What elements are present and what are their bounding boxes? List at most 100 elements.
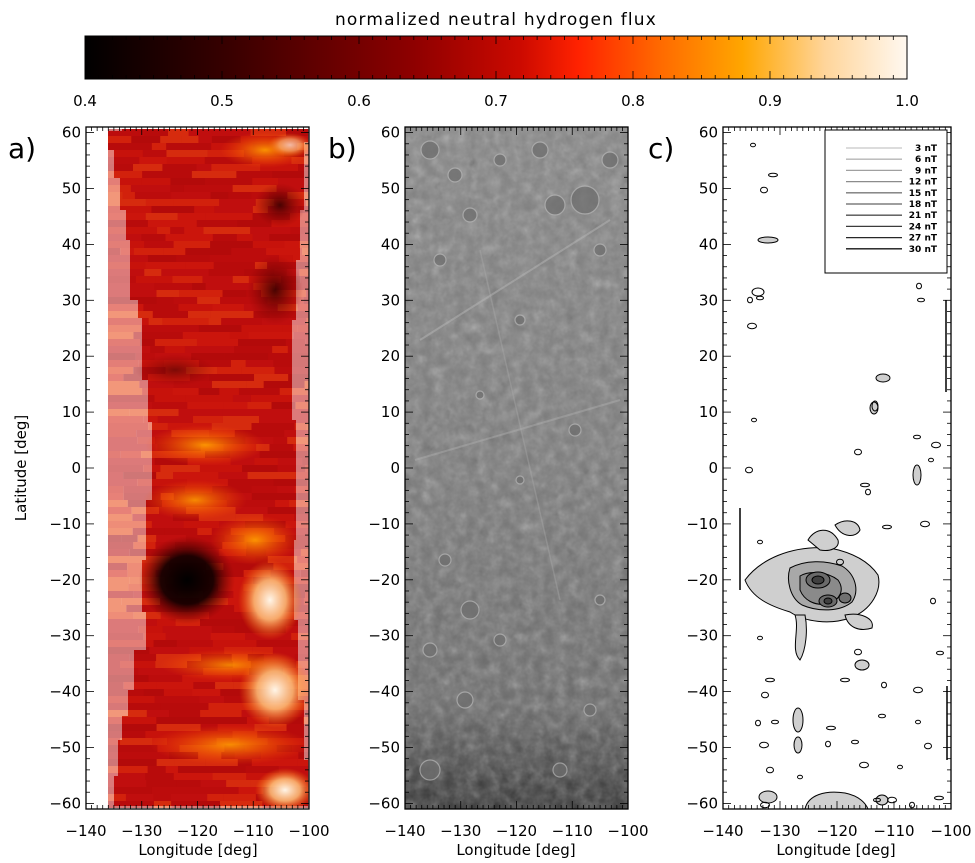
heatmap-cell [108,759,157,766]
heatmap-cell [154,696,200,703]
heatmap-cell [274,367,309,374]
heatmap-cell [123,472,157,479]
contour-small-loop [931,441,941,449]
crater [544,194,566,216]
heatmap-cell [164,528,198,535]
heatmap-cell [232,185,277,192]
heatmap-cell [173,381,212,388]
legend-label: 27 nT [909,234,938,244]
contour-small-loops [745,142,945,809]
heatmap-cell [127,703,161,710]
y-tick-label: −10 [686,515,718,533]
heatmap-cell [282,325,298,332]
heatmap-cell [108,717,123,724]
crater [419,759,441,781]
heatmap-cell [302,248,309,255]
surface-bright-ray [419,219,611,341]
heatmap-cell [297,493,309,500]
contour-3nT [792,707,804,733]
heatmap-cell [176,255,210,262]
heatmap-cell [108,269,145,276]
heatmap-cell [295,451,308,458]
heatmap-cell [108,430,137,437]
heatmap-cell [151,521,184,528]
heatmap-cell [129,654,157,661]
heatmap-cell [223,563,274,570]
heatmap-cell [269,234,301,241]
contour-3nT [869,401,879,415]
heatmap-cell [287,346,309,353]
heatmap-cell [284,241,300,248]
heatmap-cell [271,402,296,409]
contour-small-loop [859,761,869,769]
heatmap-cell [211,164,261,171]
heatmap-cell [154,339,197,346]
heatmap-cell [185,395,233,402]
heatmap-cell [133,248,164,255]
contour-small-loop [755,719,761,727]
heatmap-cell [176,780,201,787]
heatmap-cell [219,801,238,808]
heatmap-cell [108,563,128,570]
heatmap-cell [208,318,222,325]
y-tick-label: 30 [699,291,718,309]
heatmap-cell [147,766,166,773]
heatmap-cell [108,416,144,423]
heatmap-cell [294,654,309,661]
heatmap-cell [226,500,276,507]
heatmap-cell [185,262,214,269]
heatmap-cell [108,353,136,360]
heatmap-cell [286,129,309,136]
heatmap-cell [221,318,262,325]
heatmap-cell [247,402,272,409]
crater [601,151,619,169]
heatmap-cell [165,633,211,640]
heatmap-cell [189,647,211,654]
heatmap-cell [108,185,131,192]
heatmap-cell [293,444,309,451]
heatmap-cell [280,416,309,423]
heatmap-cell [259,451,296,458]
contour-small-loop [860,482,870,488]
heatmap-cell [284,430,308,437]
heatmap-cell [130,185,171,192]
heatmap-cell [161,269,209,276]
y-tick-label: 20 [381,347,400,365]
heatmap-cell [245,360,274,367]
heatmap-cell [250,227,291,234]
heatmap-cell [135,353,155,360]
heatmap-cell [192,283,206,290]
heatmap-cell [211,626,235,633]
y-tick-label: −50 [686,739,718,757]
heatmap-cell [209,766,246,773]
heatmap-cell [260,164,299,171]
panel-a-letter: a) [8,132,36,165]
heatmap-cell [218,472,248,479]
heatmap-bands [108,129,309,808]
heatmap-cell [152,402,188,409]
colorbar-minor-ticks [84,36,908,79]
y-tick-label: −50 [368,739,400,757]
contour-small-loop [913,686,923,694]
heatmap-cell [140,339,155,346]
heatmap-cell [198,388,220,395]
heatmap-cell [210,241,253,248]
heatmap-cell [184,227,204,234]
heatmap-cell [108,542,134,549]
heatmap-cell [263,381,305,388]
heatmap-cell [251,493,298,500]
heatmap-cell [108,248,121,255]
heatmap-cell [182,332,230,339]
heatmap-dark-region [135,354,215,386]
colorbar-tick-label: 0.8 [621,92,645,110]
heatmap-cell [108,640,154,647]
heatmap-cell [162,318,209,325]
legend-label: 24 nT [909,222,938,232]
heatmap-cell [223,402,248,409]
contour-small-loop [924,742,932,750]
crater [593,243,607,257]
heatmap-cell [108,591,134,598]
heatmap-cell [148,675,183,682]
heatmap-cell [219,388,239,395]
